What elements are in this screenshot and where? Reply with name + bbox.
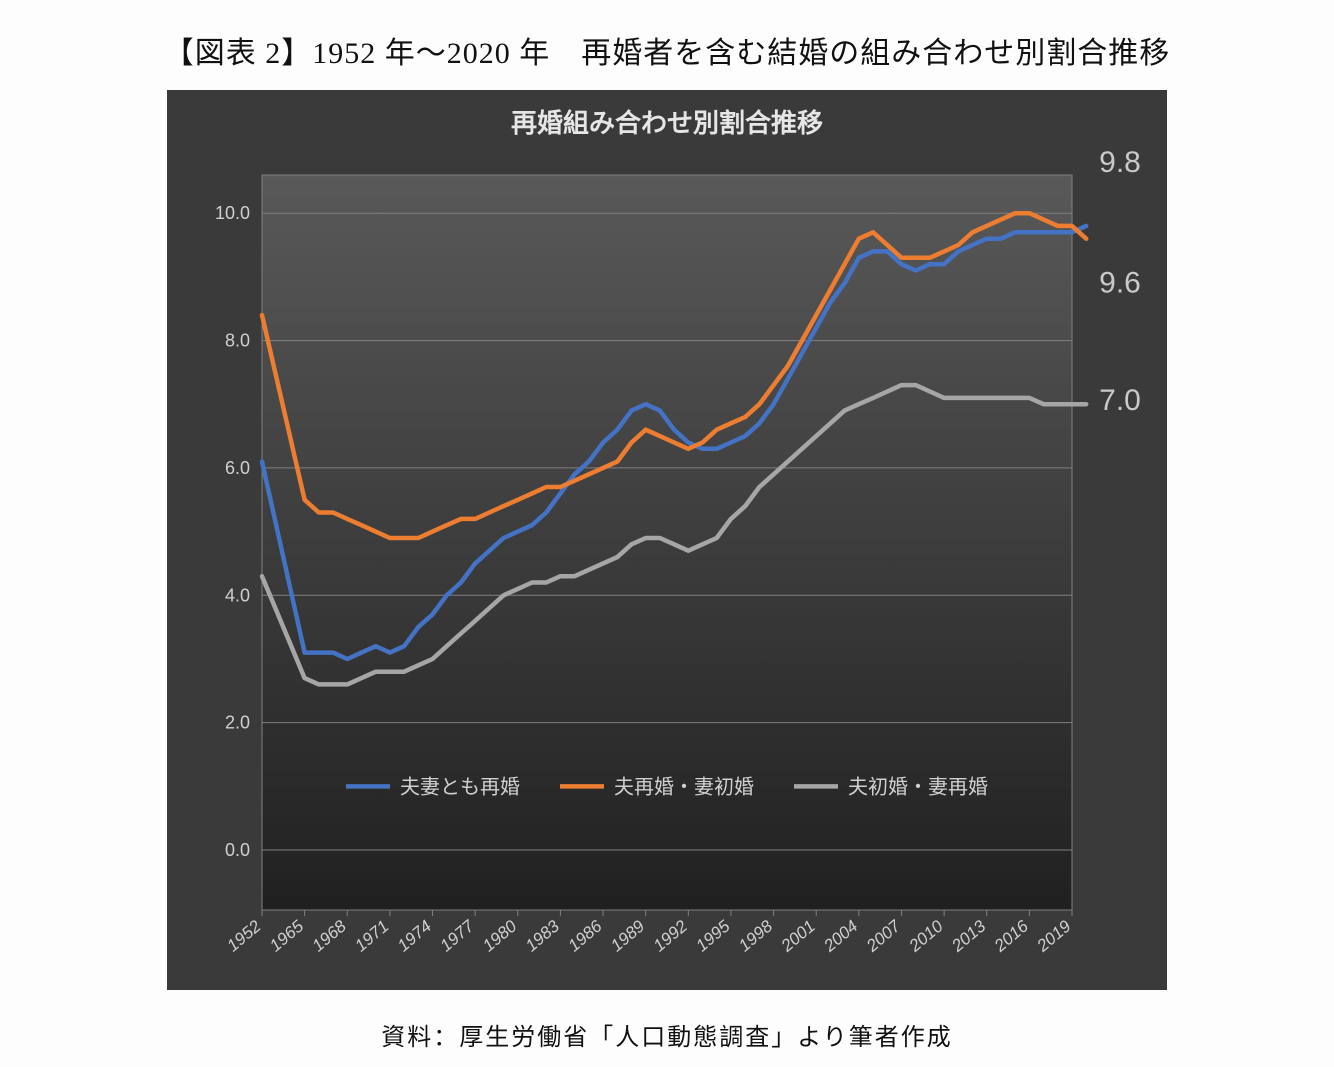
legend-item-label: 夫妻とも再婚 <box>400 775 520 798</box>
y-tick-label: 8.0 <box>225 331 250 351</box>
y-tick-label: 4.0 <box>225 585 250 605</box>
y-tick-label: 10.0 <box>215 203 250 223</box>
legend-item-label: 夫初婚・妻再婚 <box>848 775 988 798</box>
chart-container: 再婚組み合わせ別割合推移0.02.04.06.08.010.0195219651… <box>167 90 1167 995</box>
y-tick-label: 2.0 <box>225 713 250 733</box>
legend-item-label: 夫再婚・妻初婚 <box>614 775 754 798</box>
line-chart: 再婚組み合わせ別割合推移0.02.04.06.08.010.0195219651… <box>167 90 1167 990</box>
y-tick-label: 6.0 <box>225 458 250 478</box>
end-value-label: 9.6 <box>1099 267 1141 300</box>
y-tick-label: 0.0 <box>225 840 250 860</box>
end-value-label: 7.0 <box>1099 384 1141 417</box>
end-value-label: 9.8 <box>1099 146 1141 179</box>
source-caption: 資料：厚生労働省「人口動態調査」より筆者作成 <box>0 1017 1334 1052</box>
figure-title: 【図表 2】1952 年～2020 年 再婚者を含む結婚の組み合わせ別割合推移 <box>0 28 1334 72</box>
chart-title: 再婚組み合わせ別割合推移 <box>511 108 823 138</box>
